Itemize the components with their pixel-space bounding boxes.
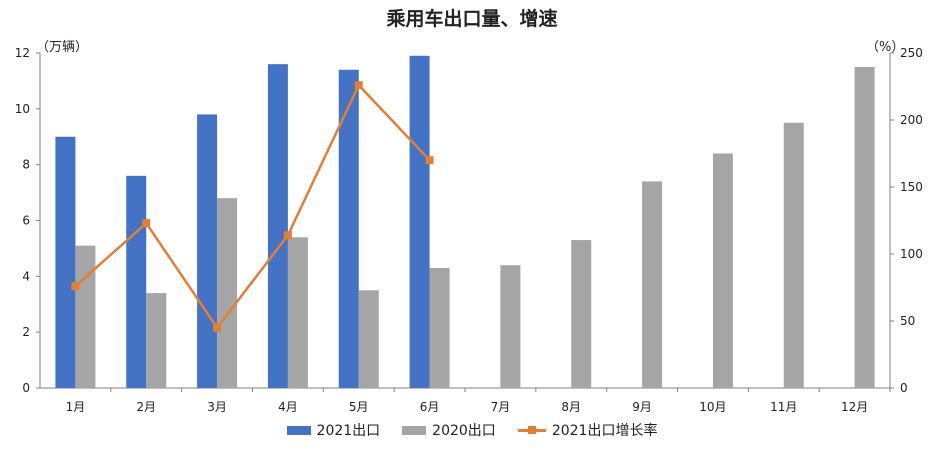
legend-label-growth: 2021出口增长率 — [551, 423, 658, 439]
legend-swatch-growth — [517, 424, 546, 436]
growth-rate-line — [74, 83, 431, 329]
y-left-tick-label: 8 — [22, 158, 30, 172]
y-right-tick-label: 150 — [900, 180, 923, 194]
bar-2020-export — [287, 237, 308, 388]
bar-2021-export — [338, 69, 359, 388]
y-right-unit-label: （%） — [866, 40, 905, 55]
x-tick-label: 11月 — [770, 400, 797, 414]
x-tick-label: 7月 — [491, 400, 511, 414]
legend-label-2021: 2021出口 — [316, 423, 381, 439]
bar-2020-export — [712, 153, 733, 388]
x-tick-label: 2月 — [136, 400, 156, 414]
bar-2020-export — [146, 293, 167, 388]
x-tick-label: 4月 — [278, 400, 298, 414]
y-left-tick-label: 12 — [15, 46, 30, 60]
bar-2020-export — [571, 240, 592, 388]
y-left-tick-label: 0 — [22, 381, 30, 395]
x-tick-label: 3月 — [207, 400, 227, 414]
y-left-tick-label: 6 — [22, 214, 30, 228]
y-right-tick-label: 50 — [900, 314, 915, 328]
chart-title: 乘用车出口量、增速 — [386, 8, 558, 30]
bar-2020-export — [75, 245, 96, 388]
bar-2021-export — [409, 55, 430, 389]
x-tick-label: 12月 — [841, 400, 868, 414]
bar-2020-export — [217, 198, 238, 388]
x-tick-label: 10月 — [699, 400, 726, 414]
bar-2020-export — [358, 290, 379, 388]
growth-rate-point — [71, 282, 80, 291]
legend-swatch-2021 — [286, 425, 311, 435]
x-tick-label: 8月 — [561, 400, 581, 414]
growth-rate-point — [213, 323, 222, 332]
bar-2021-export — [126, 175, 147, 388]
y-left-tick-label: 10 — [15, 102, 30, 116]
y-left-tick-label: 2 — [22, 325, 30, 339]
growth-rate-point — [425, 156, 434, 165]
growth-rate-point — [354, 81, 363, 90]
legend-item-2020-exports: 2020出口 — [402, 420, 496, 440]
bar-2021-export — [197, 114, 218, 389]
x-tick-label: 9月 — [632, 400, 652, 414]
y-right-tick-label: 250 — [900, 46, 923, 60]
y-right-tick-label: 200 — [900, 113, 923, 127]
bar-2021-export — [267, 64, 288, 389]
chart-legend: 2021出口 2020出口 2021出口增长率 — [0, 420, 944, 440]
bar-2020-export — [500, 265, 521, 388]
y-left-tick-label: 4 — [22, 269, 30, 283]
legend-item-2021-exports: 2021出口 — [286, 420, 381, 440]
growth-rate-point — [283, 231, 292, 240]
bar-2020-export — [783, 122, 804, 389]
x-tick-label: 5月 — [349, 400, 369, 414]
y-left-unit-label: （万辆） — [36, 40, 89, 55]
bar-2020-export — [429, 267, 450, 388]
x-tick-label: 6月 — [420, 400, 440, 414]
bar-2020-export — [854, 66, 875, 388]
growth-rate-point — [142, 219, 151, 228]
y-right-tick-label: 0 — [900, 381, 908, 395]
legend-swatch-2020 — [402, 425, 427, 435]
x-tick-label: 1月 — [66, 400, 86, 414]
legend-item-growth-rate: 2021出口增长率 — [517, 420, 658, 440]
y-right-tick-label: 100 — [900, 247, 923, 261]
bar-2020-export — [642, 181, 663, 388]
legend-label-2020: 2020出口 — [432, 423, 496, 439]
bar-2021-export — [55, 136, 76, 388]
